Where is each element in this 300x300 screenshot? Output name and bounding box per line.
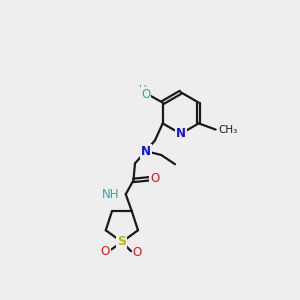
- Text: N: N: [141, 145, 151, 158]
- Text: S: S: [117, 236, 126, 248]
- Text: O: O: [150, 172, 160, 185]
- Text: O: O: [133, 246, 142, 259]
- Text: N: N: [176, 127, 186, 140]
- Text: O: O: [141, 88, 150, 100]
- Text: CH₃: CH₃: [218, 124, 237, 135]
- Text: H: H: [139, 85, 147, 94]
- Text: O: O: [100, 245, 110, 258]
- Text: NH: NH: [102, 188, 120, 201]
